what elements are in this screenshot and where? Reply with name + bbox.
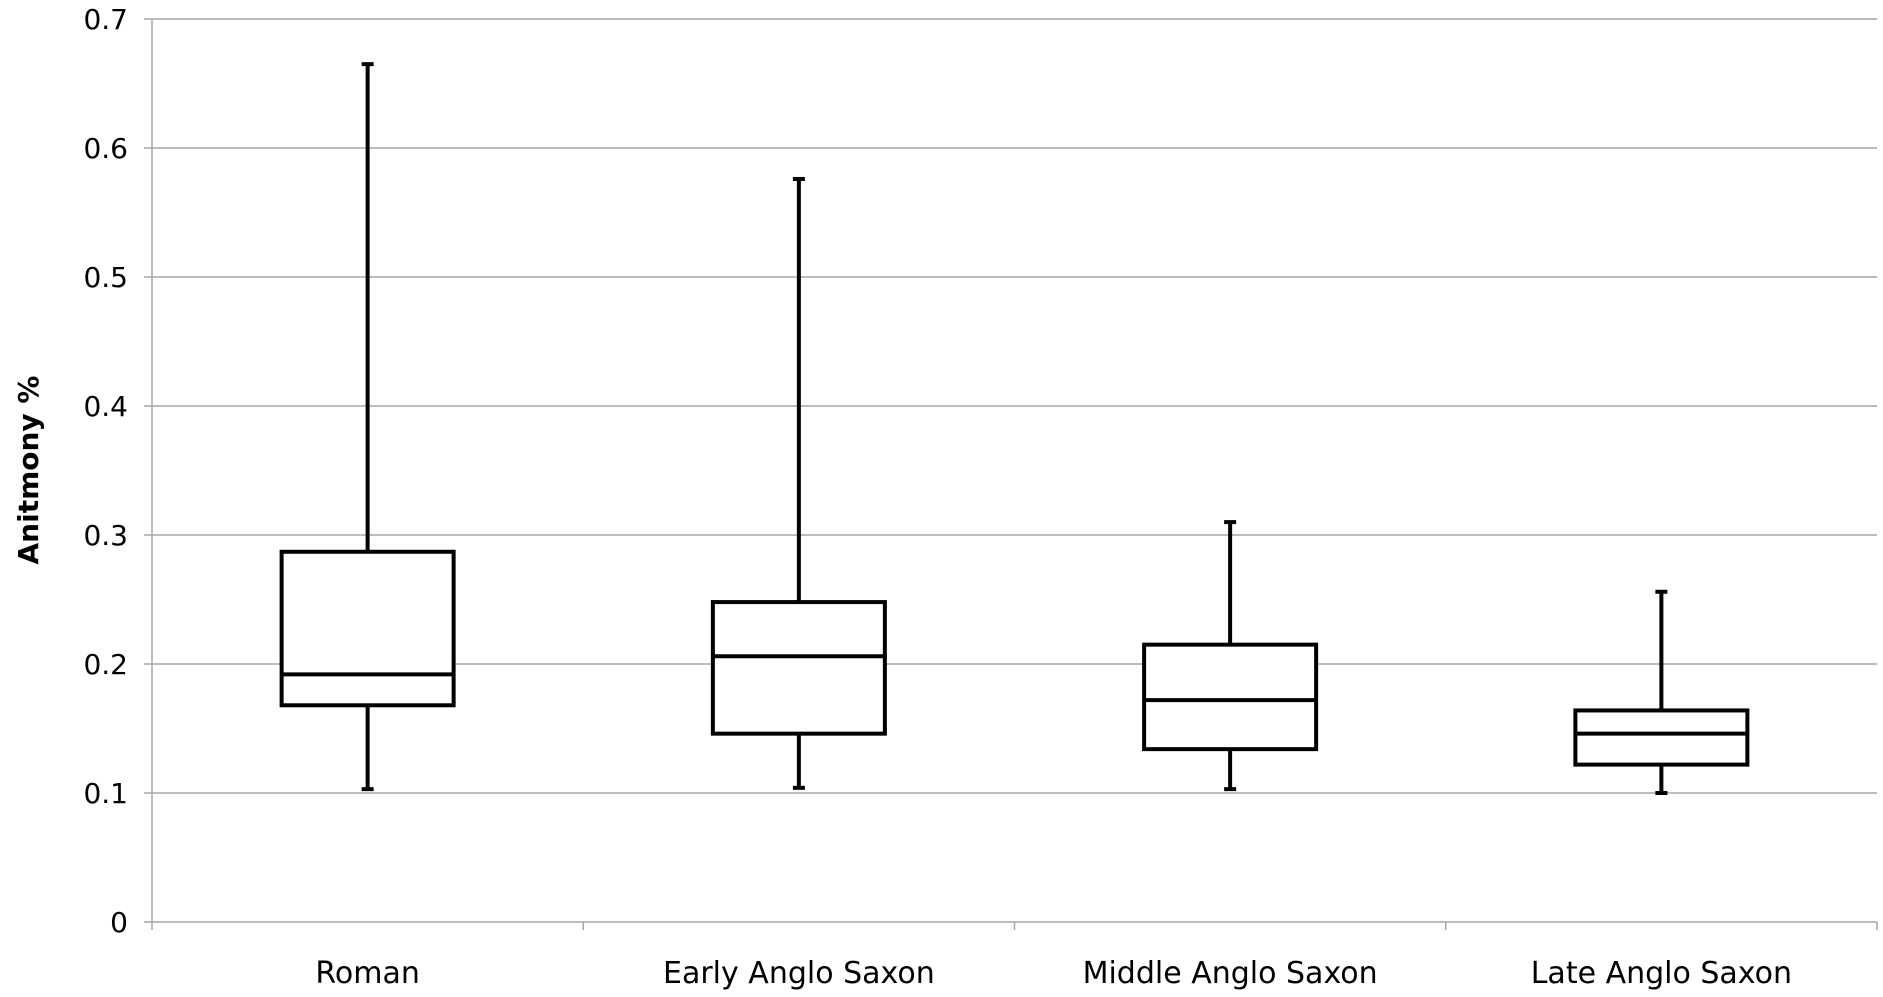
y-axis-title: Anitmony % [12, 376, 45, 565]
iqr-box [710, 600, 887, 736]
box-middle-anglo-saxon [1142, 520, 1319, 792]
category-label: Late Anglo Saxon [1531, 956, 1792, 991]
box-late-anglo-saxon [1573, 589, 1750, 795]
axes [144, 18, 1878, 930]
category-label: Early Anglo Saxon [663, 956, 935, 991]
iqr-box [1573, 708, 1750, 767]
box-roman [279, 62, 456, 792]
y-tick-label: 0.5 [83, 261, 128, 294]
y-tick-label: 0.6 [83, 132, 128, 165]
category-label: Roman [315, 956, 419, 991]
y-tick-label: 0.7 [83, 3, 128, 36]
boxes [279, 62, 1750, 795]
y-tick-label: 0.1 [83, 777, 128, 810]
category-labels: Roman Early Anglo Saxon Middle Anglo Saxon… [315, 956, 1792, 991]
y-tick-label: 0.4 [83, 390, 128, 423]
iqr-box [1142, 642, 1319, 752]
y-tick-label: 0.2 [83, 648, 128, 681]
box-early-anglo-saxon [710, 176, 887, 790]
iqr-box [279, 549, 456, 708]
y-tick-label: 0.3 [83, 519, 128, 552]
y-tick-label: 0 [110, 906, 128, 939]
y-tick-labels: 0 0.1 0.2 0.3 0.4 0.5 0.6 0.7 [83, 3, 128, 939]
category-label: Middle Anglo Saxon [1083, 956, 1378, 991]
